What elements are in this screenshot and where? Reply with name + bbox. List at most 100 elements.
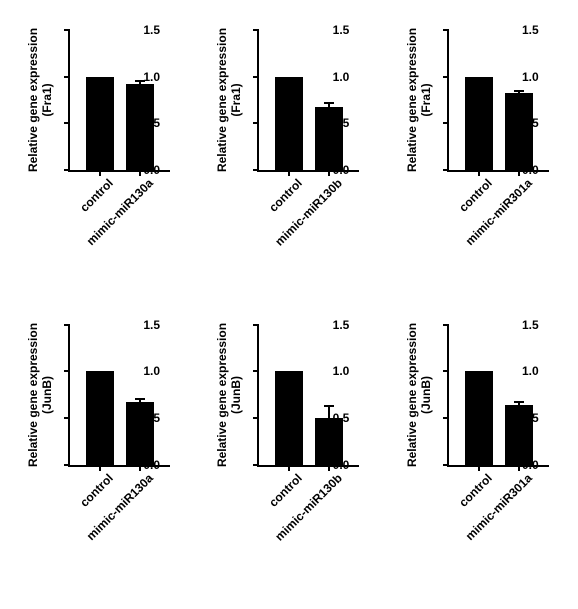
bar <box>86 77 114 170</box>
plot-area: 0.00.51.01.5controlmimic-miR130b <box>257 325 359 467</box>
y-tick <box>443 76 449 78</box>
chart-panel-p5: 0.00.51.01.5controlmimic-miR301a Relative… <box>389 315 568 600</box>
y-tick-label: 1.0 <box>143 364 160 378</box>
y-axis-label: Relative gene expression(JunB) <box>405 322 433 466</box>
x-tick <box>518 170 520 176</box>
y-tick <box>443 370 449 372</box>
y-tick-label: 1.0 <box>522 70 539 84</box>
error-cap <box>135 80 145 82</box>
y-tick <box>253 169 259 171</box>
y-axis-label-line1: Relative gene expression <box>405 322 419 466</box>
y-tick <box>64 122 70 124</box>
x-tick <box>99 465 101 471</box>
error-bar <box>328 406 330 418</box>
x-tick-label: control <box>267 176 306 215</box>
plot-area: 0.00.51.01.5controlmimic-miR301a <box>447 325 549 467</box>
y-tick <box>253 417 259 419</box>
y-tick <box>253 76 259 78</box>
x-tick-label: control <box>456 176 495 215</box>
error-cap <box>514 90 524 92</box>
chart-panel-p3: 0.00.51.01.5controlmimic-miR130a Relative… <box>10 315 189 600</box>
plot-area: 0.00.51.01.5controlmimic-miR130a <box>68 325 170 467</box>
y-tick <box>253 29 259 31</box>
y-tick <box>443 417 449 419</box>
error-cap <box>324 102 334 104</box>
y-axis-label: Relative gene expression(Fra1) <box>405 28 433 172</box>
y-tick-label: 1.5 <box>522 318 539 332</box>
x-tick <box>139 465 141 471</box>
y-tick <box>64 169 70 171</box>
y-axis-label: Relative gene expression(Fra1) <box>215 28 243 172</box>
y-tick-label: 1.0 <box>522 364 539 378</box>
bar <box>505 405 533 465</box>
figure-grid: 0.00.51.01.5controlmimic-miR130a Relative… <box>0 0 578 609</box>
y-tick <box>253 464 259 466</box>
y-axis-label-line2: (JunB) <box>40 322 54 466</box>
x-tick <box>288 465 290 471</box>
x-tick <box>139 170 141 176</box>
y-tick-label: 1.0 <box>333 70 350 84</box>
bar <box>275 77 303 170</box>
y-tick <box>443 169 449 171</box>
y-axis-label-line1: Relative gene expression <box>26 322 40 466</box>
x-tick <box>478 170 480 176</box>
y-tick-label: 1.0 <box>143 70 160 84</box>
y-axis-label-line2: (JunB) <box>419 322 433 466</box>
chart-panel-p2: 0.00.51.01.5controlmimic-miR301a Relative… <box>389 20 568 305</box>
y-axis-label-line1: Relative gene expression <box>215 28 229 172</box>
plot-area: 0.00.51.01.5controlmimic-miR130b <box>257 30 359 172</box>
x-tick <box>478 465 480 471</box>
bar <box>465 77 493 170</box>
y-tick <box>64 417 70 419</box>
y-tick <box>64 76 70 78</box>
x-tick <box>328 465 330 471</box>
x-tick-label: control <box>77 176 116 215</box>
x-tick <box>518 465 520 471</box>
y-tick <box>64 324 70 326</box>
y-tick <box>253 122 259 124</box>
x-tick <box>288 170 290 176</box>
bar <box>465 371 493 464</box>
y-axis-label-line1: Relative gene expression <box>405 28 419 172</box>
y-tick <box>253 324 259 326</box>
y-axis-label-line1: Relative gene expression <box>215 322 229 466</box>
bar <box>315 107 343 170</box>
y-axis-label-line2: (Fra1) <box>40 28 54 172</box>
y-tick-label: 1.5 <box>333 318 350 332</box>
y-axis-label-line2: (JunB) <box>229 322 243 466</box>
x-tick-label: control <box>267 471 306 510</box>
y-axis-label-line1: Relative gene expression <box>26 28 40 172</box>
bar <box>126 84 154 170</box>
chart-panel-p0: 0.00.51.01.5controlmimic-miR130a Relative… <box>10 20 189 305</box>
y-tick <box>64 464 70 466</box>
plot-area: 0.00.51.01.5controlmimic-miR130a <box>68 30 170 172</box>
y-axis-label: Relative gene expression(JunB) <box>26 322 54 466</box>
y-tick-label: 1.0 <box>333 364 350 378</box>
y-tick <box>443 324 449 326</box>
bar <box>275 371 303 464</box>
y-tick-label: 1.5 <box>333 23 350 37</box>
y-axis-label: Relative gene expression(JunB) <box>215 322 243 466</box>
x-tick-label: control <box>456 471 495 510</box>
y-tick-label: 1.5 <box>143 23 160 37</box>
y-tick <box>443 464 449 466</box>
y-tick <box>253 370 259 372</box>
bar <box>86 371 114 464</box>
y-tick <box>64 29 70 31</box>
chart-panel-p1: 0.00.51.01.5controlmimic-miR130b Relative… <box>199 20 378 305</box>
y-axis-label-line2: (Fra1) <box>419 28 433 172</box>
plot-area: 0.00.51.01.5controlmimic-miR301a <box>447 30 549 172</box>
x-tick <box>99 170 101 176</box>
y-tick <box>443 122 449 124</box>
bar <box>126 402 154 465</box>
y-tick-label: 1.5 <box>143 318 160 332</box>
chart-panel-p4: 0.00.51.01.5controlmimic-miR130b Relative… <box>199 315 378 600</box>
bar <box>315 418 343 465</box>
y-tick <box>443 29 449 31</box>
y-tick-label: 1.5 <box>522 23 539 37</box>
error-cap <box>514 401 524 403</box>
y-tick <box>64 370 70 372</box>
y-axis-label-line2: (Fra1) <box>229 28 243 172</box>
x-tick <box>328 170 330 176</box>
error-cap <box>324 405 334 407</box>
